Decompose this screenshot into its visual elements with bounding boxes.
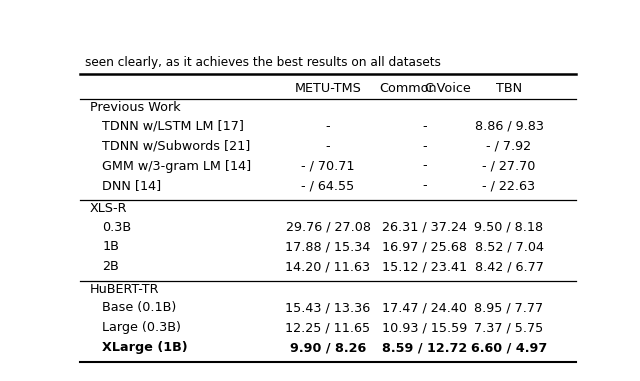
Text: -: - [422,139,427,152]
Text: 9.90 / 8.26: 9.90 / 8.26 [290,341,366,354]
Text: seen clearly, as it achieves the best results on all datasets: seen clearly, as it achieves the best re… [85,56,441,69]
Text: 16.97 / 25.68: 16.97 / 25.68 [382,240,467,253]
Text: 8.59 / 12.72: 8.59 / 12.72 [382,341,467,354]
Text: XLarge (1B): XLarge (1B) [102,341,188,354]
Text: HuBERT-TR: HuBERT-TR [90,283,159,296]
Text: 8.95 / 7.77: 8.95 / 7.77 [474,301,543,314]
Text: 29.76 / 27.08: 29.76 / 27.08 [285,221,371,234]
Text: 10.93 / 15.59: 10.93 / 15.59 [382,322,467,335]
Text: DNN [14]: DNN [14] [102,179,161,192]
Text: -: - [326,139,330,152]
Text: 26.31 / 37.24: 26.31 / 37.24 [382,221,467,234]
Text: - / 22.63: - / 22.63 [483,179,536,192]
Text: 15.12 / 23.41: 15.12 / 23.41 [382,261,467,274]
Text: 17.88 / 15.34: 17.88 / 15.34 [285,240,371,253]
Text: 17.47 / 24.40: 17.47 / 24.40 [382,301,467,314]
Text: 7.37 / 5.75: 7.37 / 5.75 [474,322,543,335]
Text: 1B: 1B [102,240,119,253]
Text: Base (0.1B): Base (0.1B) [102,301,177,314]
Text: 8.42 / 6.77: 8.42 / 6.77 [475,261,543,274]
Text: 0.3B: 0.3B [102,221,131,234]
Text: 2B: 2B [102,261,119,274]
Text: Previous Work: Previous Work [90,101,180,114]
Text: METU-TMS: METU-TMS [294,82,362,95]
Text: TBN: TBN [496,82,522,95]
Text: 12.25 / 11.65: 12.25 / 11.65 [285,322,371,335]
Text: 6.60 / 4.97: 6.60 / 4.97 [471,341,547,354]
Text: 8.52 / 7.04: 8.52 / 7.04 [474,240,543,253]
Text: TDNN w/Subwords [21]: TDNN w/Subwords [21] [102,139,251,152]
Text: CommonVoice: CommonVoice [379,82,470,95]
Text: - / 70.71: - / 70.71 [301,160,355,173]
Text: - / 64.55: - / 64.55 [301,179,355,192]
Text: C: C [425,82,434,95]
Text: -: - [422,120,427,133]
Text: 8.86 / 9.83: 8.86 / 9.83 [474,120,543,133]
Text: GMM w/3-gram LM [14]: GMM w/3-gram LM [14] [102,160,252,173]
Text: Large (0.3B): Large (0.3B) [102,322,181,335]
Text: 14.20 / 11.63: 14.20 / 11.63 [285,261,371,274]
Text: TDNN w/LSTM LM [17]: TDNN w/LSTM LM [17] [102,120,244,133]
Text: -: - [422,160,427,173]
Text: -: - [326,120,330,133]
Text: 9.50 / 8.18: 9.50 / 8.18 [474,221,543,234]
Text: -: - [422,179,427,192]
Text: - / 7.92: - / 7.92 [486,139,532,152]
Text: - / 27.70: - / 27.70 [483,160,536,173]
Text: 15.43 / 13.36: 15.43 / 13.36 [285,301,371,314]
Text: XLS-R: XLS-R [90,202,127,215]
